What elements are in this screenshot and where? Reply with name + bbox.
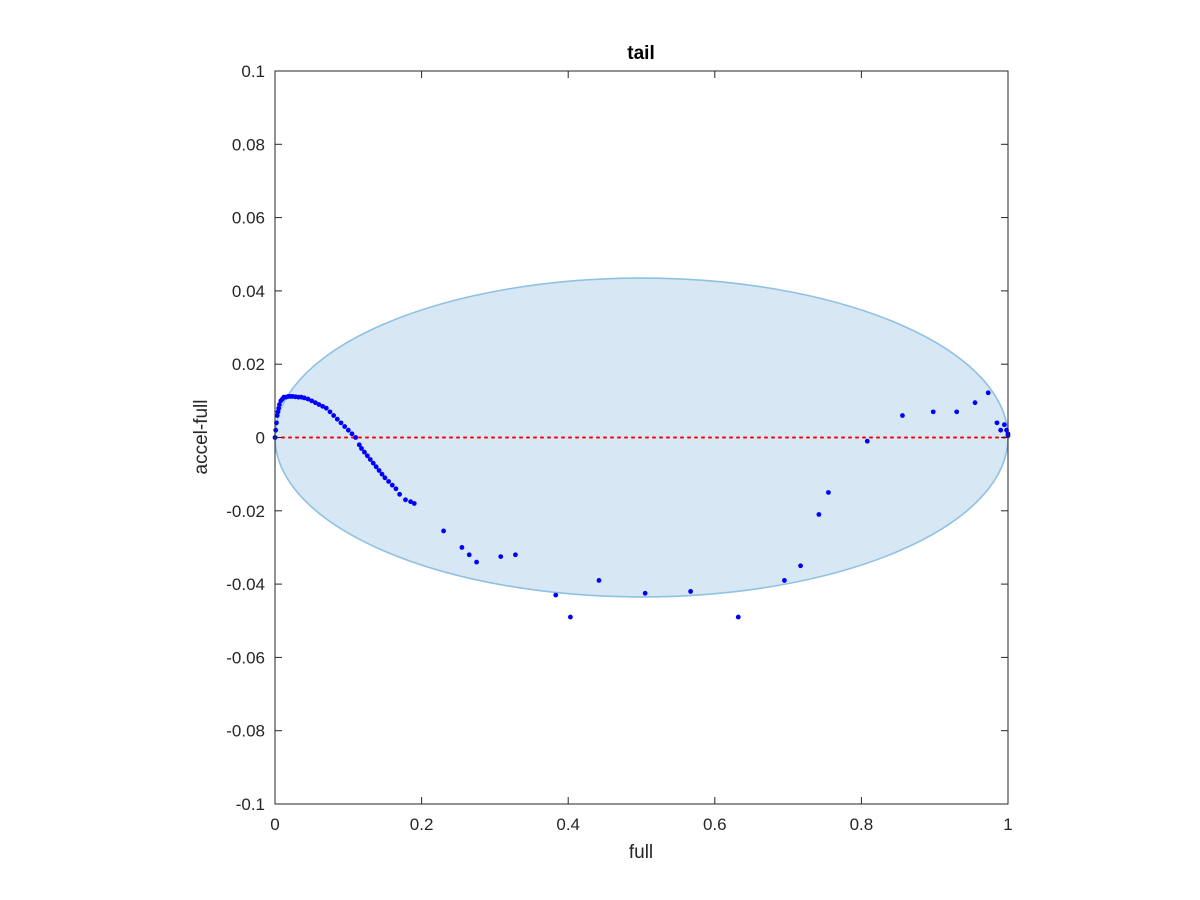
data-point: [373, 464, 379, 470]
data-point: [411, 501, 417, 506]
data-point: [994, 420, 1000, 426]
data-point: [334, 416, 340, 422]
data-point: [642, 590, 648, 596]
data-point: [320, 403, 326, 409]
y-axis-label: accel-full: [191, 400, 212, 475]
data-point: [466, 552, 472, 558]
y-tick-label: -0.08: [226, 722, 265, 741]
data-point: [1001, 422, 1007, 428]
x-axis-label: full: [629, 842, 653, 863]
data-point: [798, 563, 803, 569]
data-point: [816, 512, 822, 517]
data-point: [327, 409, 333, 415]
data-point: [441, 528, 446, 534]
y-tick-label: 0.08: [232, 135, 265, 154]
data-point: [498, 554, 504, 560]
x-axis: 0 0.2 0.4 0.6 0.8 1: [270, 71, 1013, 834]
x-tick-label: 1: [1003, 815, 1012, 834]
data-point: [356, 442, 362, 448]
data-point: [376, 468, 382, 473]
data-point: [688, 589, 694, 594]
x-tick-label: 0.8: [850, 815, 874, 834]
data-point: [900, 413, 905, 418]
data-point: [342, 424, 348, 429]
data-point: [274, 413, 280, 418]
data-point: [553, 592, 559, 598]
data-point: [309, 398, 315, 404]
data-point: [276, 402, 282, 407]
data-point: [389, 482, 395, 488]
data-point: [930, 409, 936, 415]
data-point: [735, 614, 741, 620]
y-tick-label: -0.06: [226, 648, 265, 667]
data-point: [459, 545, 465, 550]
data-point: [345, 427, 351, 433]
data-point: [370, 460, 376, 466]
data-point: [273, 427, 279, 433]
data-point: [364, 453, 370, 459]
data-point: [312, 400, 318, 406]
data-point: [403, 497, 408, 503]
chart-title: tail: [627, 43, 654, 64]
data-point: [323, 405, 329, 411]
y-tick-label: 0.02: [232, 355, 265, 374]
y-tick-label: 0.04: [232, 282, 265, 301]
data-points: [272, 390, 1011, 620]
y-tick-label: 0.1: [241, 62, 265, 81]
data-point: [316, 402, 322, 407]
data-point: [954, 409, 960, 415]
y-tick-label: 0: [256, 429, 265, 448]
data-point: [276, 405, 282, 411]
data-point: [474, 559, 479, 565]
data-point: [782, 578, 787, 583]
data-point: [359, 446, 364, 451]
y-tick-label: -0.04: [226, 575, 265, 594]
data-point: [397, 491, 403, 497]
data-point: [386, 479, 392, 484]
y-tick-label: -0.1: [236, 795, 265, 814]
x-tick-label: 0.6: [703, 815, 727, 834]
data-point: [393, 486, 399, 492]
data-point: [367, 457, 373, 462]
data-point: [275, 409, 281, 415]
data-point: [353, 435, 359, 440]
y-tick-label: 0.06: [232, 209, 265, 228]
data-point: [379, 471, 385, 477]
x-tick-label: 0.2: [410, 815, 434, 834]
data-point: [362, 449, 367, 455]
data-point: [338, 420, 344, 426]
data-point: [864, 438, 870, 444]
data-point: [305, 396, 311, 402]
data-point: [567, 614, 573, 620]
data-point: [513, 552, 518, 558]
data-point: [349, 431, 355, 437]
data-point: [408, 499, 414, 505]
y-tick-label: -0.02: [226, 502, 265, 521]
y-axis: -0.1 -0.08 -0.06 -0.04 -0.02 0 0.02 0.04 0.06 0.0…: [226, 62, 1008, 814]
data-point: [301, 395, 307, 401]
data-point: [972, 400, 978, 406]
data-point: [826, 490, 831, 495]
data-point: [998, 427, 1004, 433]
data-point: [382, 475, 388, 481]
data-point: [985, 390, 991, 396]
x-tick-label: 0.4: [556, 815, 580, 834]
data-point: [596, 578, 602, 583]
data-point: [331, 413, 337, 418]
x-tick-label: 0: [270, 815, 279, 834]
